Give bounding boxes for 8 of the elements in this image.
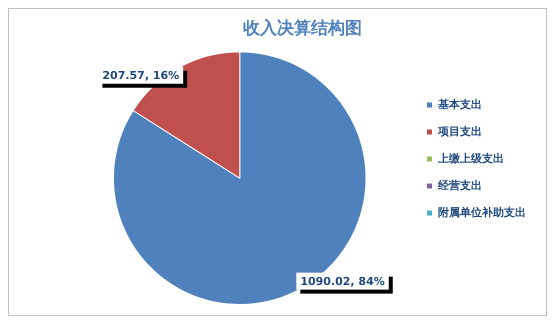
- data-label: 207.57, 16%: [102, 69, 180, 82]
- legend-label: 基本支出: [437, 98, 482, 111]
- legend-label: 项目支出: [437, 124, 482, 138]
- data-label: 1090.02, 84%: [300, 274, 385, 288]
- chart-title: 收入决算结构图: [243, 18, 362, 39]
- legend-label: 上缴上级支出: [437, 152, 504, 165]
- legend-label: 附属单位补助支出: [438, 206, 526, 219]
- legend-label: 经营支出: [437, 178, 482, 192]
